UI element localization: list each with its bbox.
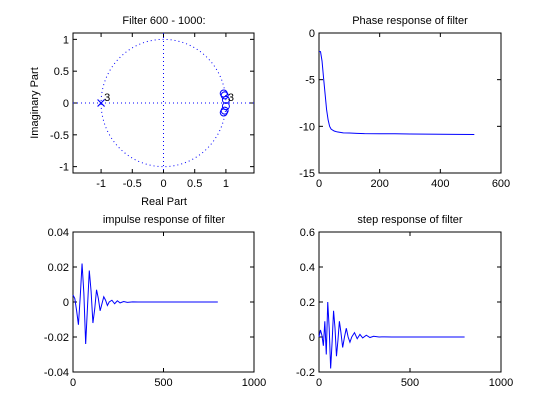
- step-axes-frame: [318, 231, 502, 373]
- impulse-ytick-label: 0: [63, 297, 69, 309]
- phase-xtick-label: 0: [316, 178, 322, 190]
- phase-plot-area: 0 200 400 600 -15 -10 -5 0: [299, 28, 510, 190]
- phase-ytick-label: -10: [299, 121, 315, 133]
- phase-ytick-label: -15: [299, 168, 315, 180]
- step-ytick-label: 0.4: [300, 262, 315, 274]
- zplane-xtick-label: 0.5: [187, 178, 202, 190]
- zplane-pole-multiplicity: 3: [104, 92, 110, 104]
- impulse-title: impulse response of filter: [103, 214, 226, 226]
- phase-ytick-label: -5: [305, 75, 315, 87]
- impulse-ytick-label: -0.04: [44, 367, 69, 379]
- phase-xtick-label: 400: [431, 178, 449, 190]
- impulse-xtick-label: 500: [154, 377, 172, 389]
- zplane-pole-stroke: [97, 99, 106, 107]
- impulse-ytick-label: 0.02: [48, 262, 69, 274]
- impulse-ytick-label: 0.04: [48, 227, 69, 239]
- zplane-ytick-label: 0.5: [54, 66, 69, 78]
- zplane-plot-area: -1 -0.5 0 0.5 1 -1 -0.5 0 0.5 1 3 3: [50, 32, 255, 190]
- step-ytick-label: 0.2: [300, 297, 315, 309]
- impulse-xtick-label: 0: [70, 377, 76, 389]
- zplane-panel: -1 -0.5 0 0.5 1 -1 -0.5 0 0.5 1 3 3 Filter 600 - 10…: [29, 15, 255, 208]
- phase-xtick-label: 200: [370, 178, 388, 190]
- impulse-xtick-label: 1000: [242, 377, 266, 389]
- zplane-ytick-label: -1: [59, 162, 69, 174]
- impulse-panel: 0 500 1000 -0.04 -0.02 0 0.02 0.04 impulse resp…: [44, 214, 266, 389]
- step-ytick-label: -0.2: [296, 367, 315, 379]
- zplane-zero-marker: [219, 89, 228, 98]
- zplane-title: Filter 600 - 1000:: [122, 15, 205, 27]
- zplane-xlabel: Real Part: [141, 196, 187, 208]
- zplane-ytick-label: 0: [63, 98, 69, 110]
- step-xtick-label: 0: [316, 377, 322, 389]
- impulse-series-line: [72, 263, 218, 345]
- phase-axes-frame: [318, 32, 502, 174]
- zplane-zero-multiplicity: 3: [228, 92, 234, 104]
- impulse-ytick-label: -0.02: [44, 332, 69, 344]
- zplane-ytick-label: -0.5: [50, 130, 69, 142]
- zplane-zero-marker: [219, 108, 228, 117]
- phase-xtick-label: 600: [492, 178, 510, 190]
- zplane-xtick-label: -0.5: [123, 178, 142, 190]
- step-title: step response of filter: [357, 214, 463, 226]
- step-series-line: [318, 301, 465, 369]
- step-ytick-label: 0.6: [300, 227, 315, 239]
- zplane-ylabel: Imaginary Part: [29, 67, 41, 139]
- zplane-xtick-label: -1: [96, 178, 106, 190]
- step-ytick-label: 0: [309, 332, 315, 344]
- step-xtick-label: 500: [401, 377, 419, 389]
- phase-title: Phase response of filter: [352, 15, 468, 27]
- phase-series-line: [319, 51, 475, 135]
- zplane-pole-marker: [97, 99, 106, 107]
- zplane-xtick-label: 0: [160, 178, 166, 190]
- zplane-xtick-label: 1: [223, 178, 229, 190]
- impulse-plot-area: 0 500 1000 -0.04 -0.02 0 0.02 0.04: [44, 227, 266, 389]
- phase-panel: 0 200 400 600 -15 -10 -5 0 Phase response of fi…: [299, 15, 510, 190]
- step-xtick-label: 1000: [489, 377, 513, 389]
- step-plot-area: 0 500 1000-0.200.20.40.6: [296, 227, 513, 389]
- zplane-ytick-label: 1: [63, 34, 69, 46]
- phase-ytick-label: 0: [309, 28, 315, 40]
- step-panel: 0 500 1000-0.200.20.40.6 step response of …: [296, 214, 513, 389]
